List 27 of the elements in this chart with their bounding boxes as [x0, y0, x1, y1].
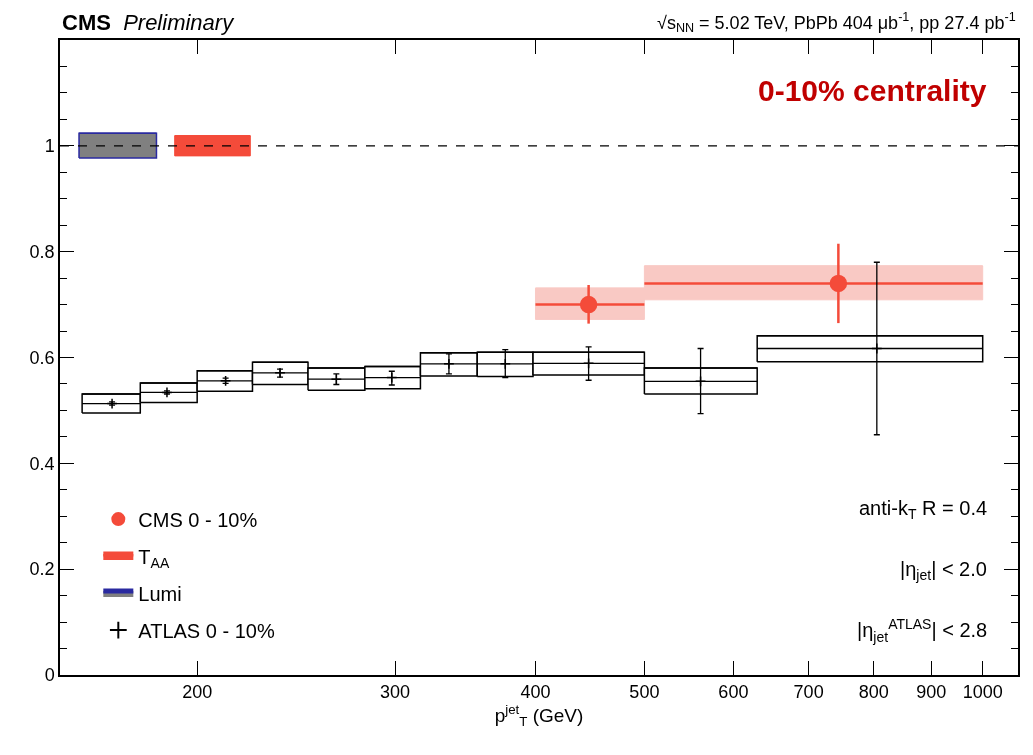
legend-label: ATLAS 0 - 10%: [138, 619, 275, 642]
y-tick-label: 0.2: [29, 559, 55, 580]
x-tick-label: 500: [629, 682, 660, 703]
annotation: |η$_{jet}$$^{ATLAS}$| < 2.8: [857, 616, 988, 645]
annotation: 0-10% centrality: [758, 74, 987, 107]
x-tick-label: 300: [380, 682, 411, 703]
y-tick-label: 1: [44, 136, 55, 157]
annotation: |η$_{jet}$| < 2.0: [900, 558, 987, 584]
y-tick-label: 0.8: [29, 241, 55, 262]
x-tick-label: 900: [916, 682, 947, 703]
x-tick-label: 800: [858, 682, 889, 703]
x-axis-title: p$^{jet}$$_{T}$ (GeV): [494, 702, 584, 730]
text: √s$_{NN}$ = 5.02 TeV, PbPb 404 μb$^{-1}$, pp 27.4 pb$^{-1}$: [657, 10, 1016, 36]
chart-subtitle: Preliminary: [123, 10, 236, 35]
x-tick-label: 600: [718, 682, 749, 703]
legend-label: T$_{AA}$: [138, 545, 170, 572]
annotation: anti-k$_{T}$ R = 0.4: [859, 497, 988, 523]
x-tick-label: 700: [793, 682, 824, 703]
y-tick-label: 0: [44, 665, 55, 686]
legend-label: CMS 0 - 10%: [138, 508, 258, 531]
x-tick-label: 1000: [962, 682, 1003, 703]
x-tick-label: 200: [182, 682, 213, 703]
chart-title: CMS: [62, 10, 111, 35]
y-tick-label: 0.6: [29, 347, 55, 368]
x-tick-label: 400: [520, 682, 551, 703]
y-tick-label: 0.4: [29, 453, 55, 474]
legend-label: Lumi: [138, 582, 182, 605]
